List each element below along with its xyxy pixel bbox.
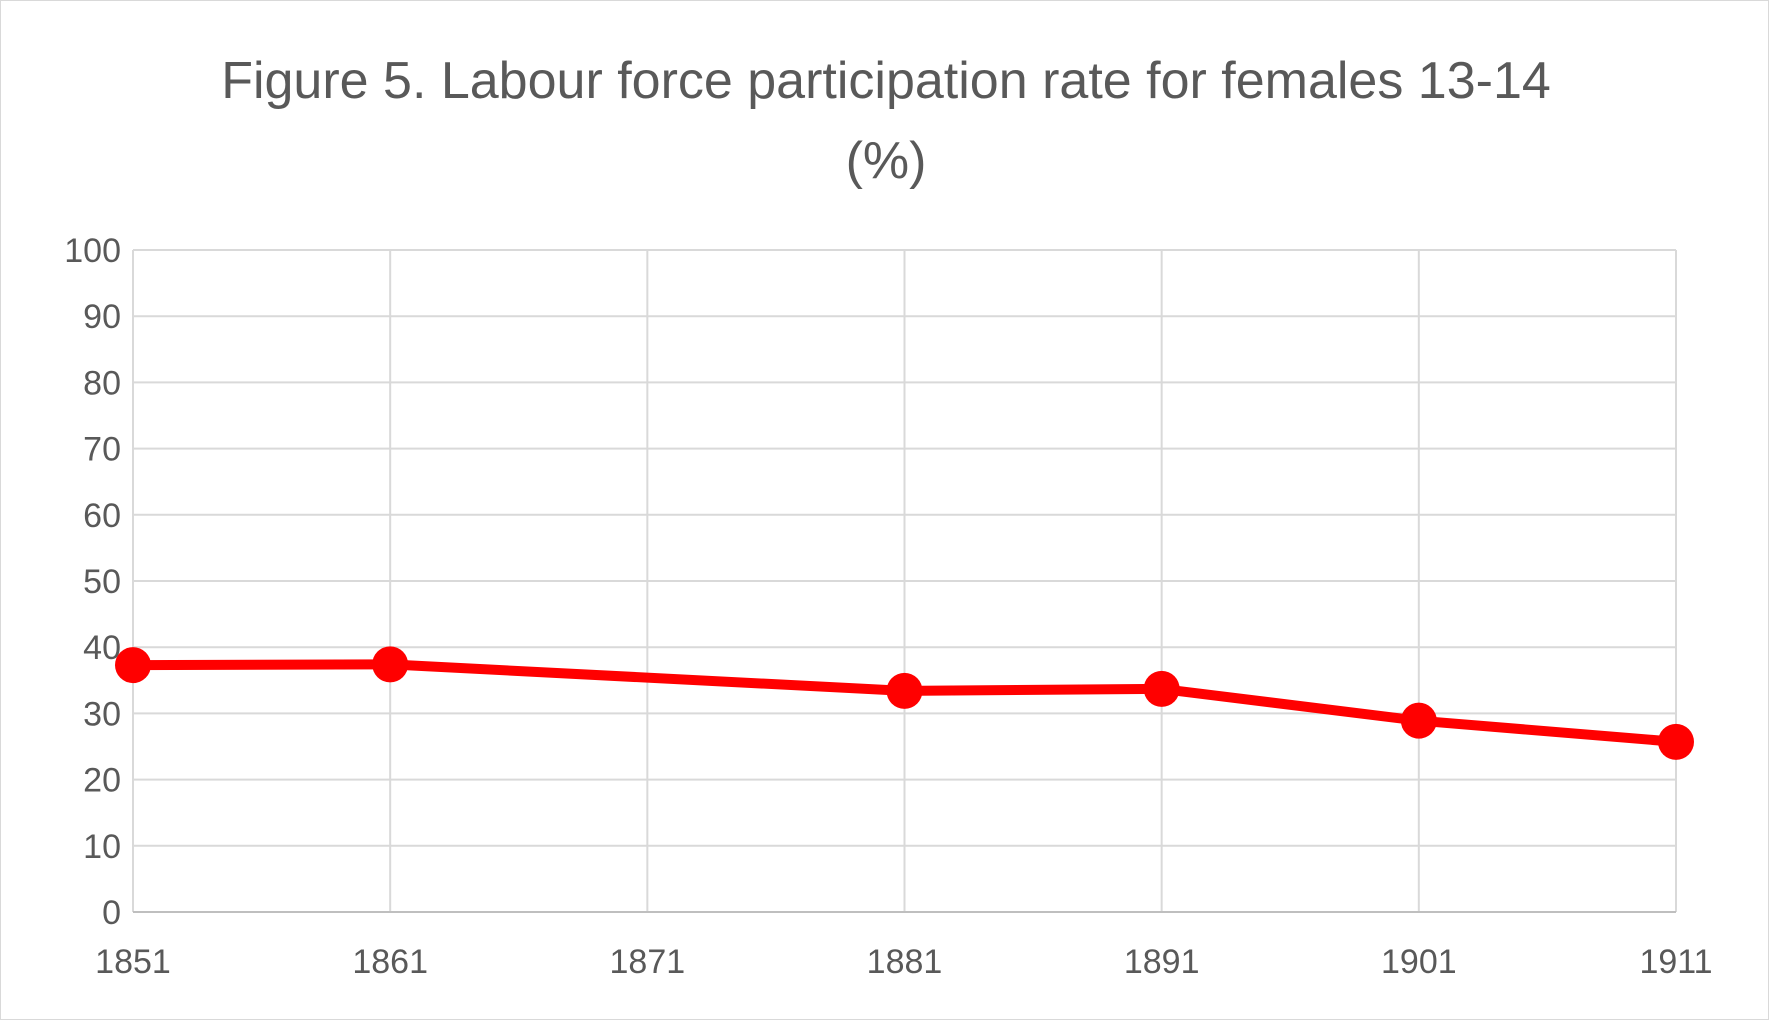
y-tick-label: 90	[83, 298, 121, 336]
x-tick-label: 1891	[1124, 943, 1200, 981]
x-tick-label: 1861	[352, 943, 428, 981]
y-tick-label: 0	[102, 894, 121, 932]
y-tick-label: 40	[83, 629, 121, 667]
data-point-1901	[1400, 702, 1437, 739]
y-tick-label: 60	[83, 497, 121, 535]
x-tick-label: 1881	[867, 943, 943, 981]
y-tick-label: 10	[83, 828, 121, 866]
x-tick-label: 1871	[610, 943, 686, 981]
y-tick-label: 100	[64, 232, 121, 270]
series-line	[128, 659, 1681, 747]
grid-lines	[132, 249, 1677, 912]
y-tick-label: 50	[83, 563, 121, 601]
y-tick-label: 30	[83, 695, 121, 733]
data-point-1911	[1658, 723, 1694, 760]
series-layer	[115, 646, 1694, 760]
data-point-1851	[115, 647, 151, 684]
x-tick-label: 1901	[1381, 943, 1457, 981]
data-point-1861	[372, 646, 409, 683]
y-tick-label: 80	[83, 364, 121, 402]
tick-labels: 0 10 20 30 40 50 60 70 80 90 100 1851 1861 1871 1881 18…	[64, 232, 1712, 981]
data-point-1881	[886, 672, 923, 709]
x-tick-label: 1851	[95, 943, 171, 981]
y-tick-label: 20	[83, 762, 121, 800]
chart-title: Figure 5. Labour force participation rat…	[221, 52, 1551, 190]
x-tick-label: 1911	[1639, 943, 1712, 981]
data-point-1891	[1143, 670, 1180, 707]
y-tick-label: 70	[83, 431, 121, 469]
